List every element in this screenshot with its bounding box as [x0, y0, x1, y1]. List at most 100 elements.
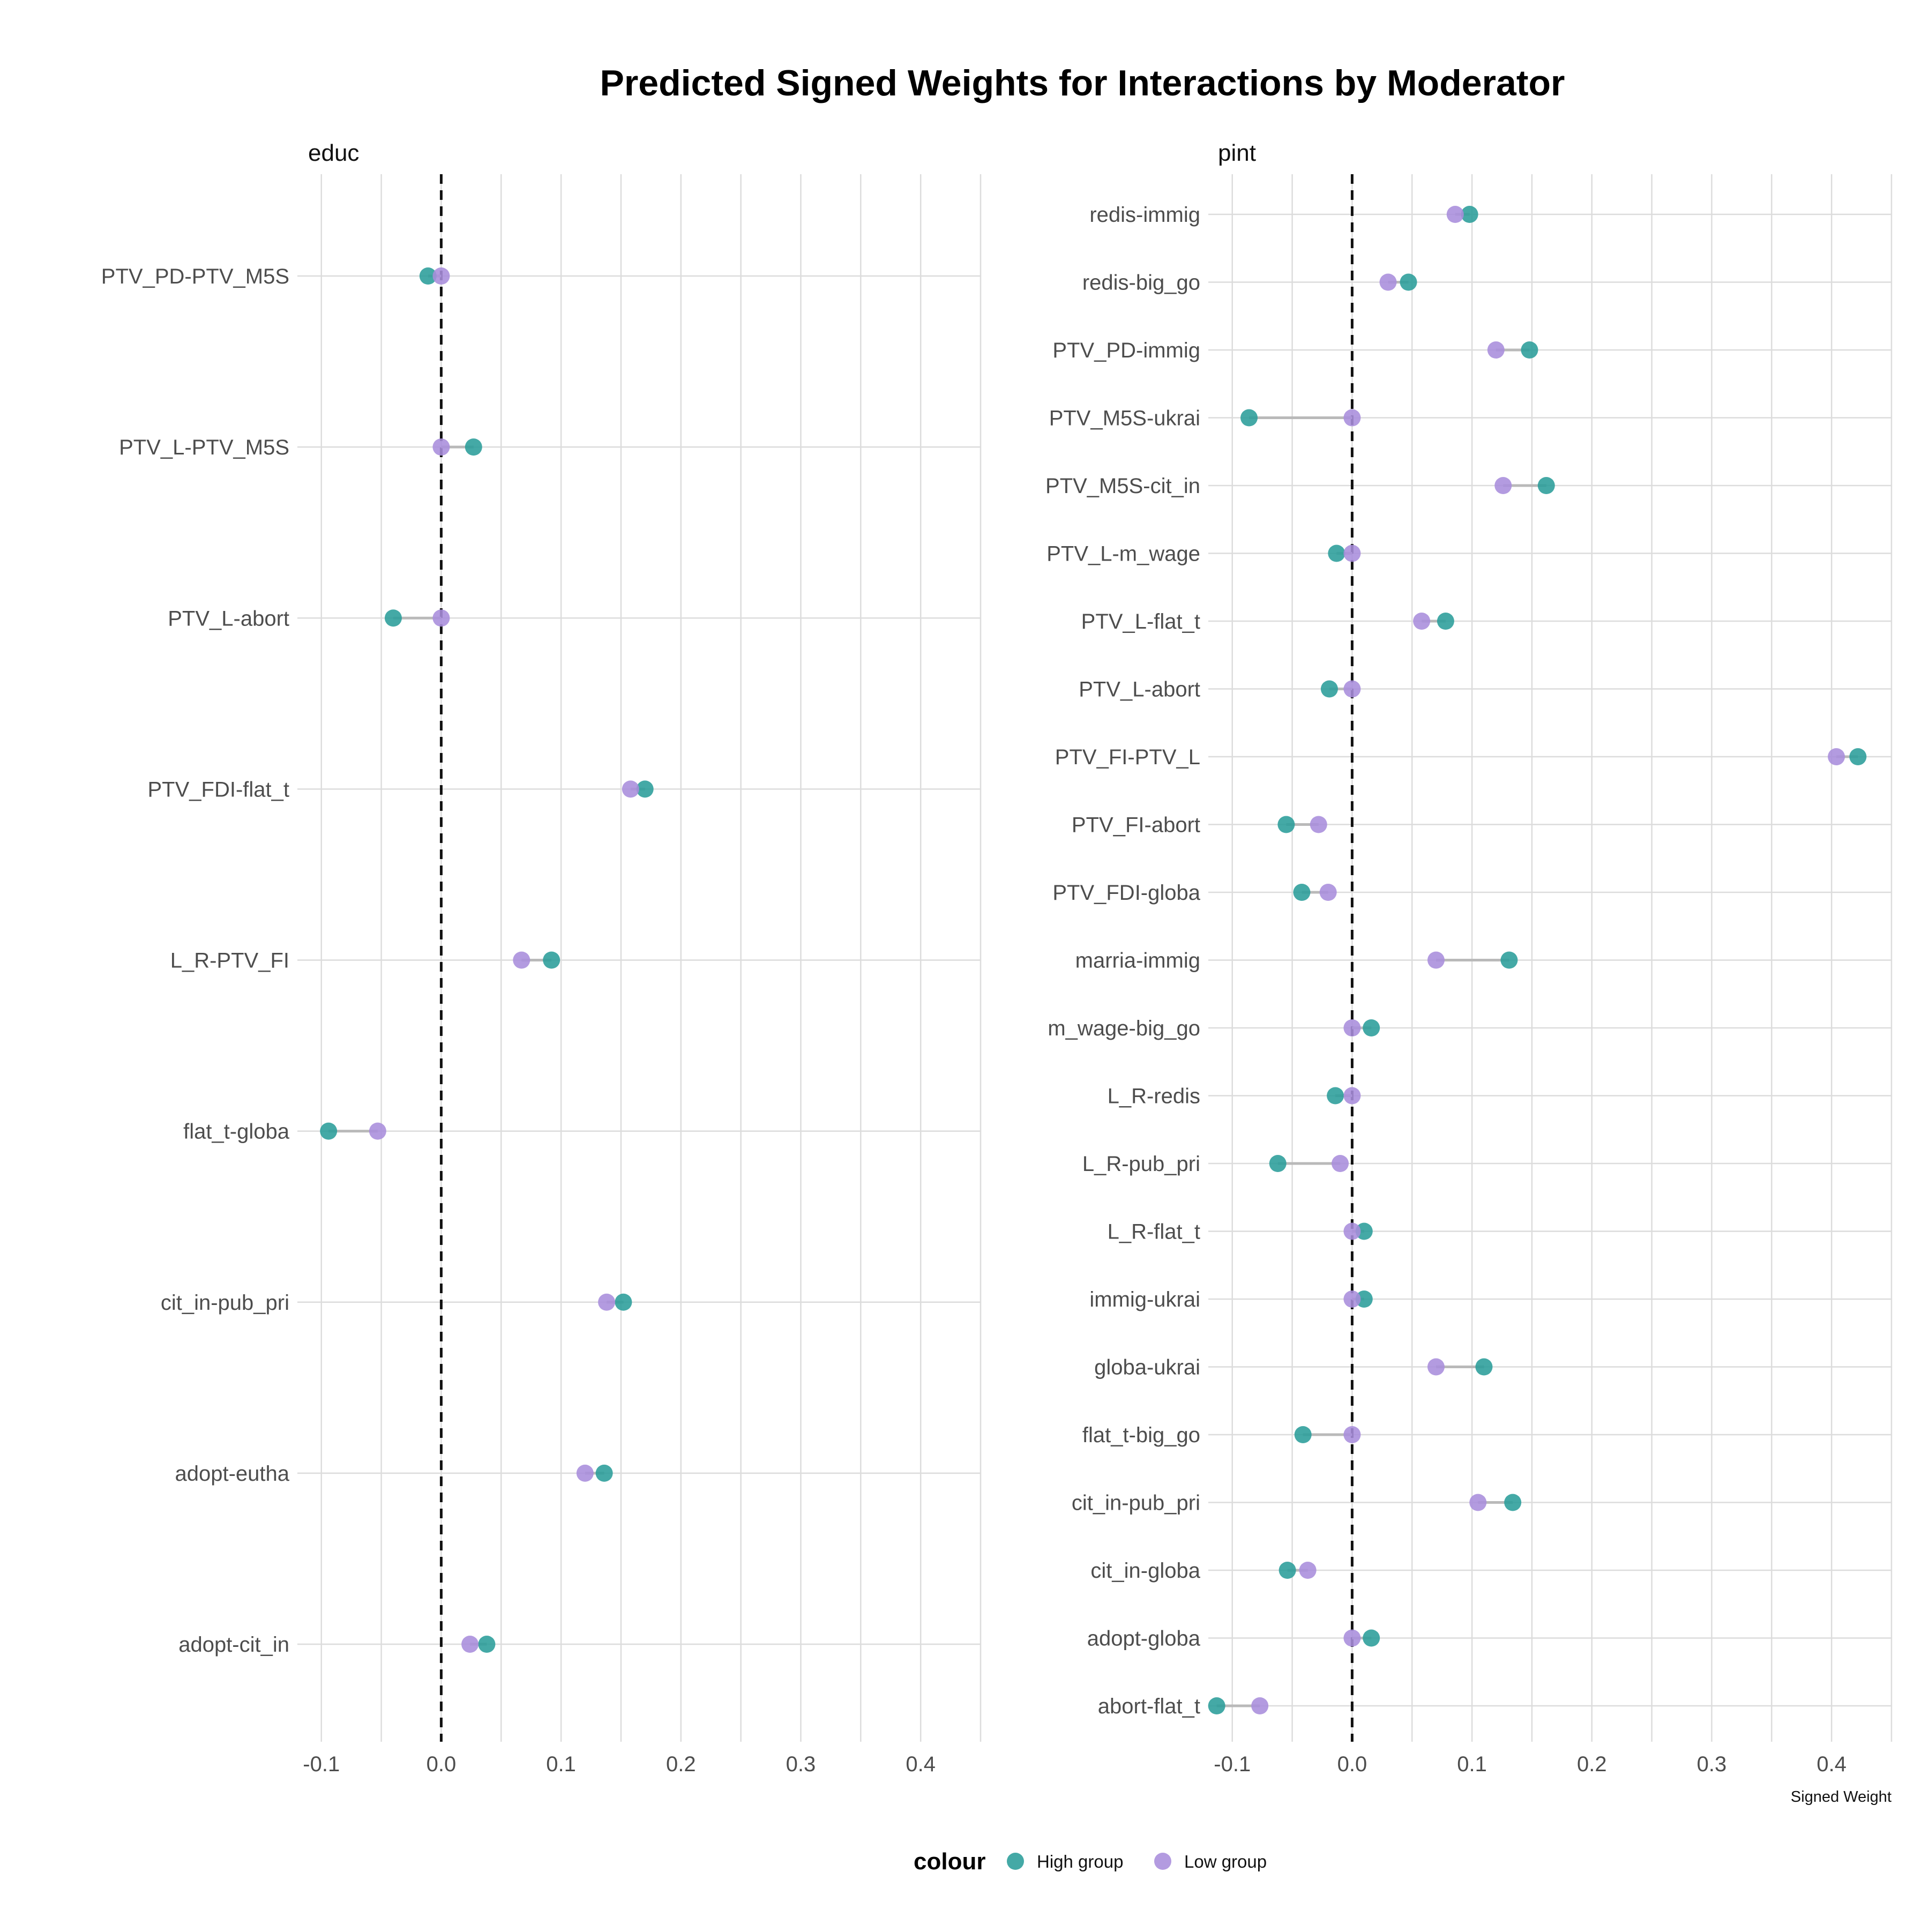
data-point-low-group [1427, 951, 1445, 969]
data-point-high-group [1269, 1155, 1287, 1172]
facet-panel-pint: pint -0.1 0.0 0.1 0.2 0.3 0.4 redis-immig redis-… [1045, 140, 1893, 1806]
data-point-low-group [622, 780, 639, 798]
y-category-label: redis-immig [1089, 203, 1200, 227]
data-point-low-group [1427, 1358, 1445, 1376]
data-point-high-group [478, 1636, 496, 1653]
data-point-high-group [1504, 1494, 1522, 1511]
data-point-low-group [432, 267, 450, 285]
x-tick-label: 0.1 [1457, 1752, 1487, 1776]
data-point-high-group [1327, 1087, 1344, 1105]
x-tick-label: 0.3 [1697, 1752, 1727, 1776]
data-point-high-group [1400, 273, 1417, 291]
data-point-low-group [1379, 273, 1397, 291]
legend-key-low-group [1154, 1853, 1171, 1870]
data-point-high-group [419, 267, 437, 285]
x-tick-label: 0.4 [906, 1752, 936, 1776]
y-category-label: adopt-globa [1087, 1627, 1201, 1651]
data-point-low-group [576, 1464, 594, 1482]
data-point-high-group [1293, 884, 1311, 901]
data-point-low-group [369, 1122, 386, 1140]
data-point-high-group [1355, 1291, 1373, 1308]
legend-label: Low group [1184, 1852, 1267, 1871]
data-point-low-group [1343, 1291, 1361, 1308]
data-point-high-group [1320, 680, 1338, 698]
chart-title: Predicted Signed Weights for Interaction… [600, 63, 1565, 103]
data-point-high-group [1294, 1426, 1312, 1443]
data-point-low-group [1343, 1426, 1361, 1443]
data-point-high-group [1437, 613, 1454, 630]
data-point-high-group [465, 438, 482, 456]
data-point-high-group [384, 609, 402, 627]
data-point-low-group [1343, 680, 1361, 698]
legend-label: High group [1037, 1852, 1123, 1871]
data-point-high-group [1355, 1222, 1373, 1240]
y-category-label: cit_in-pub_pri [161, 1291, 289, 1315]
legend: colour High group Low group [914, 1848, 1267, 1875]
data-point-high-group [1328, 544, 1345, 562]
data-point-low-group [1343, 544, 1361, 562]
y-category-label: globa-ukrai [1094, 1356, 1200, 1379]
data-point-high-group [1277, 816, 1295, 833]
legend-key-high-group [1007, 1853, 1024, 1870]
data-point-low-group [1494, 477, 1512, 494]
x-tick-label: 0.0 [427, 1752, 457, 1776]
data-point-high-group [1363, 1019, 1380, 1036]
y-category-label: L_R-flat_t [1108, 1220, 1200, 1244]
x-tick-label: 0.2 [1577, 1752, 1607, 1776]
data-point-low-group [1413, 613, 1431, 630]
data-point-low-group [1343, 1019, 1361, 1036]
x-tick-label: 0.0 [1337, 1752, 1367, 1776]
data-point-high-group [1849, 748, 1867, 765]
data-point-low-group [598, 1293, 616, 1311]
y-category-label: PTV_L-m_wage [1046, 542, 1200, 566]
y-category-label: PTV_PD-PTV_M5S [101, 265, 289, 288]
y-category-label: cit_in-pub_pri [1072, 1491, 1200, 1515]
y-category-label: adopt-cit_in [178, 1633, 289, 1657]
y-category-label: adopt-eutha [175, 1462, 289, 1486]
y-category-label: PTV_L-PTV_M5S [119, 436, 289, 459]
y-category-label: PTV_L-abort [168, 607, 289, 630]
data-point-low-group [1332, 1155, 1349, 1172]
data-point-low-group [1251, 1697, 1269, 1714]
data-point-low-group [461, 1636, 479, 1653]
y-category-label: marria-immig [1075, 949, 1200, 973]
data-point-low-group [1343, 1629, 1361, 1647]
data-point-high-group [1521, 341, 1538, 359]
y-category-label: L_R-pub_pri [1082, 1152, 1200, 1176]
y-category-label: PTV_FDI-flat_t [147, 778, 289, 801]
data-point-high-group [1500, 951, 1518, 969]
y-category-label: PTV_PD-immig [1052, 339, 1200, 362]
x-tick-label: 0.2 [666, 1752, 696, 1776]
y-category-label: flat_t-globa [183, 1120, 290, 1144]
y-category-label: L_R-PTV_FI [170, 949, 289, 973]
y-category-label: redis-big_go [1082, 271, 1200, 295]
data-point-high-group [1461, 206, 1478, 223]
data-point-low-group [1319, 884, 1337, 901]
data-point-high-group [1240, 409, 1258, 427]
data-point-low-group [1487, 341, 1505, 359]
data-point-high-group [1208, 1697, 1225, 1714]
y-category-label: L_R-redis [1108, 1085, 1200, 1108]
data-point-low-group [1310, 816, 1327, 833]
facet-strip-label: pint [1218, 140, 1256, 166]
data-point-low-group [1446, 206, 1464, 223]
y-category-label: abort-flat_t [1098, 1695, 1200, 1718]
x-tick-label: -0.1 [1214, 1752, 1251, 1776]
data-point-low-group [513, 951, 530, 969]
y-category-label: immig-ukrai [1089, 1288, 1200, 1311]
data-point-high-group [615, 1293, 632, 1311]
data-point-low-group [1828, 748, 1845, 765]
y-category-label: PTV_L-flat_t [1081, 610, 1200, 633]
y-category-label: PTV_FI-PTV_L [1055, 745, 1200, 769]
data-point-high-group [320, 1122, 338, 1140]
data-point-low-group [1343, 409, 1361, 427]
data-point-high-group [636, 780, 654, 798]
facet-strip-label: educ [308, 140, 359, 166]
y-category-label: cit_in-globa [1090, 1559, 1200, 1583]
data-point-low-group [1299, 1562, 1317, 1579]
y-category-label: PTV_M5S-ukrai [1049, 407, 1200, 430]
y-category-label: PTV_FI-abort [1072, 814, 1200, 837]
y-category-label: PTV_M5S-cit_in [1045, 474, 1200, 498]
